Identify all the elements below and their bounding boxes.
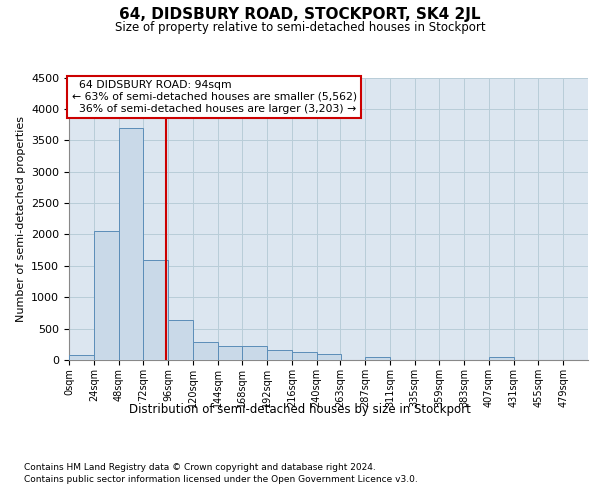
- Bar: [119, 128, 143, 360]
- Text: Size of property relative to semi-detached houses in Stockport: Size of property relative to semi-detach…: [115, 21, 485, 34]
- Bar: [193, 342, 218, 360]
- Bar: [168, 320, 193, 360]
- Bar: [218, 346, 242, 360]
- Text: Distribution of semi-detached houses by size in Stockport: Distribution of semi-detached houses by …: [129, 402, 471, 415]
- Bar: [489, 357, 514, 360]
- Text: Contains public sector information licensed under the Open Government Licence v3: Contains public sector information licen…: [24, 475, 418, 484]
- Bar: [94, 230, 119, 360]
- Y-axis label: Number of semi-detached properties: Number of semi-detached properties: [16, 116, 26, 322]
- Bar: [292, 352, 317, 360]
- Text: 64 DIDSBURY ROAD: 94sqm
← 63% of semi-detached houses are smaller (5,562)
  36% : 64 DIDSBURY ROAD: 94sqm ← 63% of semi-de…: [71, 80, 357, 114]
- Bar: [242, 346, 267, 360]
- Text: Contains HM Land Registry data © Crown copyright and database right 2024.: Contains HM Land Registry data © Crown c…: [24, 462, 376, 471]
- Text: 64, DIDSBURY ROAD, STOCKPORT, SK4 2JL: 64, DIDSBURY ROAD, STOCKPORT, SK4 2JL: [119, 8, 481, 22]
- Bar: [317, 354, 341, 360]
- Bar: [69, 355, 94, 360]
- Bar: [267, 350, 292, 360]
- Bar: [365, 357, 390, 360]
- Bar: [143, 260, 168, 360]
